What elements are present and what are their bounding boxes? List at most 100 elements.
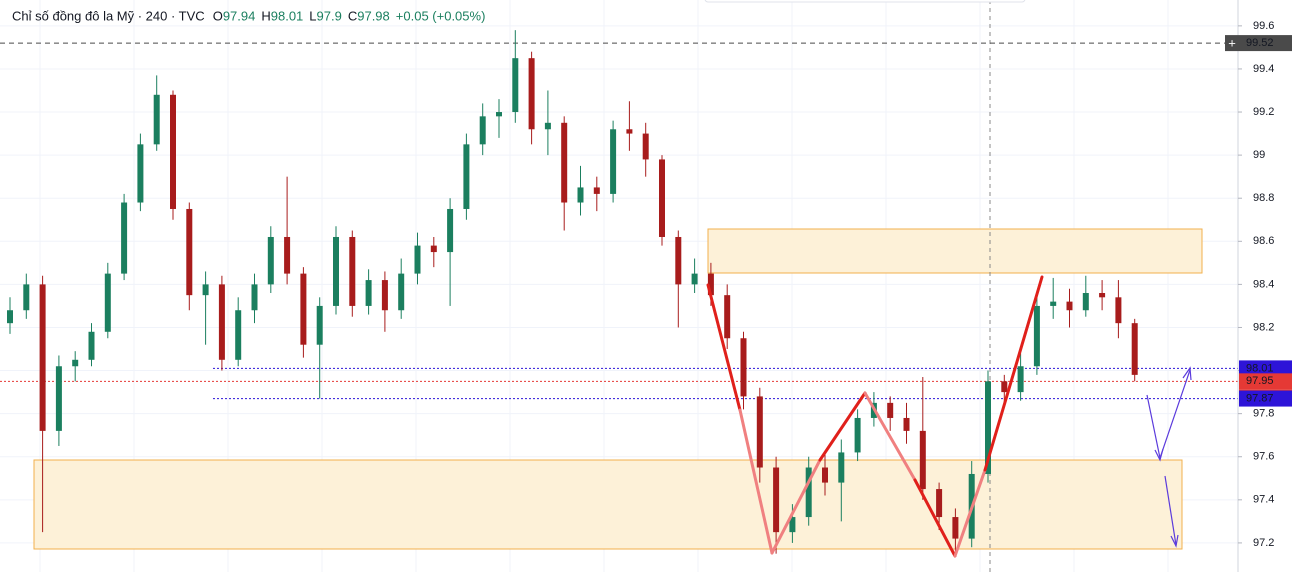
candle-body xyxy=(267,236,274,285)
candle-body xyxy=(137,144,144,203)
y-tick-label: 98.2 xyxy=(1253,321,1274,333)
candle-body xyxy=(610,129,617,194)
price-label: 98.01 xyxy=(1246,362,1274,374)
candle-body xyxy=(7,310,13,324)
candle-body xyxy=(72,359,79,367)
header: Chỉ số đồng đô la Mỹ · 240 · TVC O 97.94 H… xyxy=(12,8,485,23)
candle-body xyxy=(414,245,421,274)
candle-body xyxy=(1099,293,1106,298)
candle-body xyxy=(593,187,600,194)
ohlc-key: O xyxy=(213,8,223,23)
candle-body xyxy=(104,273,111,332)
candle-body xyxy=(121,202,128,274)
candle-body xyxy=(919,430,926,490)
y-tick-label: 98.4 xyxy=(1253,278,1274,290)
candle-body xyxy=(333,236,339,306)
candle-body xyxy=(1131,323,1138,375)
candle-body xyxy=(39,284,46,431)
ohlc-value: 98.01 xyxy=(271,8,304,23)
candle-body xyxy=(365,280,372,306)
candle-body xyxy=(381,280,388,311)
candle-body xyxy=(1050,301,1057,306)
candle-body xyxy=(463,144,470,209)
candle-body xyxy=(659,159,665,237)
popup-edge xyxy=(704,0,1026,3)
price-label-box xyxy=(1239,373,1292,390)
y-tick-label: 99.6 xyxy=(1253,20,1274,32)
crosshair-plus: + xyxy=(1228,36,1236,51)
candle-body xyxy=(887,402,894,418)
candle-body xyxy=(789,517,796,533)
candle-body xyxy=(186,208,193,296)
candle-body xyxy=(626,129,633,134)
levels xyxy=(0,42,1238,400)
candle-body xyxy=(218,284,225,360)
candle-body xyxy=(675,236,682,285)
candle-body xyxy=(300,273,307,345)
zigzag xyxy=(706,275,1044,558)
candle-body xyxy=(170,94,176,209)
y-tick-label: 97.4 xyxy=(1253,494,1274,506)
candle-body xyxy=(740,338,747,397)
candle-body xyxy=(805,467,812,518)
candle-body xyxy=(55,366,62,431)
candle-body xyxy=(1033,305,1040,367)
candle-body xyxy=(773,467,780,533)
candle-body xyxy=(561,122,568,203)
candle-body xyxy=(838,452,845,483)
price-label: 97.95 xyxy=(1246,375,1274,387)
y-tick-label: 97.6 xyxy=(1253,451,1274,463)
ohlc-key: H xyxy=(261,8,270,23)
candle-body xyxy=(756,396,763,468)
candle-body xyxy=(854,417,861,453)
candle-body xyxy=(88,331,95,360)
arrows xyxy=(1146,366,1192,548)
y-tick-label: 98.6 xyxy=(1253,235,1274,247)
candle-body xyxy=(284,236,291,274)
candle-body xyxy=(235,310,242,360)
change: +0.05 (+0.05%) xyxy=(396,8,486,23)
y-tick-label: 99.4 xyxy=(1253,63,1274,75)
candle-body xyxy=(1001,381,1008,393)
y-tick-label: 99.2 xyxy=(1253,106,1274,118)
candle-body xyxy=(952,517,959,539)
axis-labels: 97.297.497.697.89898.298.498.698.89999.2… xyxy=(1225,20,1292,549)
candle-body xyxy=(202,284,209,296)
price-axis xyxy=(1238,0,1292,572)
candle-body xyxy=(985,381,991,474)
candle-body xyxy=(936,489,943,518)
candle-body xyxy=(430,245,437,253)
candle-body xyxy=(349,236,356,306)
candle-body xyxy=(479,116,486,145)
price-label: 97.87 xyxy=(1246,392,1274,404)
y-tick-label: 97.2 xyxy=(1253,537,1274,549)
ohlc-value: 97.94 xyxy=(223,8,256,23)
y-tick-label: 97.8 xyxy=(1253,408,1274,420)
price-label-box xyxy=(1239,390,1292,407)
candle-body xyxy=(496,112,502,117)
price-label: 99.52 xyxy=(1246,37,1274,49)
candle-body xyxy=(707,273,714,296)
candle-body xyxy=(724,295,731,339)
candle-body xyxy=(544,122,551,130)
crosshair-plus-box xyxy=(1225,35,1239,52)
candle-body xyxy=(528,58,535,130)
candle-body xyxy=(1115,297,1122,324)
price-label-box xyxy=(1239,35,1292,52)
support-zone xyxy=(33,459,1183,550)
resistance-zone xyxy=(707,228,1203,274)
ohlc-value: 97.9 xyxy=(317,8,342,23)
candle-body xyxy=(903,417,910,431)
candle-body xyxy=(447,208,454,253)
candle-body xyxy=(398,273,405,311)
y-tick-label: 99 xyxy=(1253,149,1265,161)
candle-body xyxy=(822,467,828,483)
chart-title: Chỉ số đồng đô la Mỹ · 240 · TVC xyxy=(12,8,205,23)
candle-body xyxy=(251,284,258,311)
candle-body xyxy=(1017,366,1024,393)
candle-body xyxy=(642,133,649,160)
candle-body xyxy=(316,305,323,345)
candle-body xyxy=(577,187,584,203)
candle-body xyxy=(512,58,519,113)
